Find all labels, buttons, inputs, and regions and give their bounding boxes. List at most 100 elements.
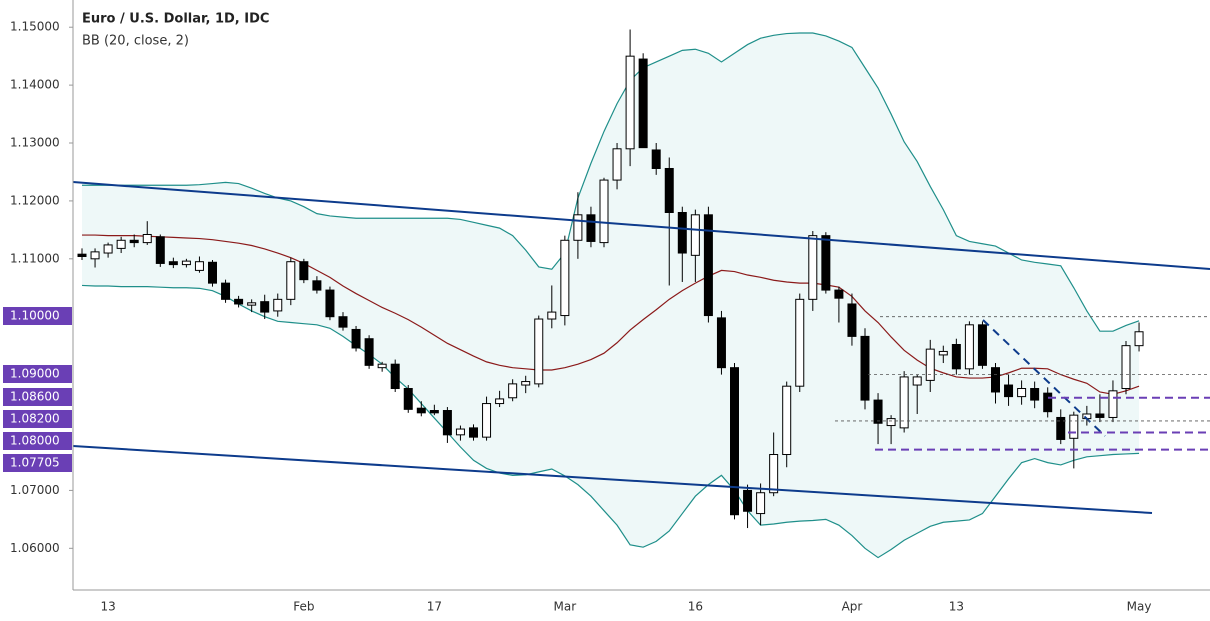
candle-body (1017, 388, 1027, 398)
x-tick-label: 13 (949, 600, 964, 614)
x-tick-label: Mar (554, 600, 577, 614)
candle-body (325, 289, 335, 318)
candle-body (129, 239, 139, 244)
candle-body (194, 261, 204, 271)
candle-body (234, 298, 244, 305)
bb-basis (82, 234, 1140, 395)
x-tick-label: Apr (842, 600, 863, 614)
candle-body (1121, 345, 1131, 390)
candle-body (886, 418, 896, 427)
price-level-label: 1.08600 (10, 390, 60, 404)
price-level-label: 1.10000 (10, 309, 60, 323)
candle-body (730, 367, 739, 516)
candle-body (338, 316, 348, 328)
candle-body (1069, 414, 1079, 439)
candle-body (847, 303, 857, 337)
candle-body (899, 376, 909, 429)
candle-body (90, 251, 100, 260)
x-tick-label: Feb (293, 600, 314, 614)
candle-body (377, 363, 387, 369)
price-level-label: 1.08200 (10, 412, 60, 426)
chart-title: Euro / U.S. Dollar, 1D, IDC (82, 12, 269, 27)
candle-body (351, 328, 361, 349)
candle-body (429, 410, 439, 414)
candle-body (1108, 390, 1118, 418)
candle-body (703, 214, 713, 317)
bb-upper (82, 32, 1140, 332)
candle-body (221, 282, 231, 300)
candle-body (1030, 388, 1040, 401)
candle-body (808, 235, 818, 300)
candle-body (782, 385, 792, 456)
candle-body (1004, 384, 1014, 398)
price-level-box (3, 365, 72, 383)
bb-lower (81, 284, 1140, 559)
candle-body (638, 58, 648, 149)
candle-body (677, 211, 687, 254)
x-tick-label: 13 (100, 600, 115, 614)
candle-body (273, 298, 283, 312)
plot-area (77, 29, 1144, 559)
x-tick-label: 16 (688, 600, 703, 614)
candle-body (77, 253, 87, 257)
candle-body (299, 261, 309, 281)
y-tick-label: 1.14000 (10, 78, 60, 92)
candle-body (912, 376, 922, 386)
candle-body (769, 454, 779, 494)
candle-body (547, 311, 557, 320)
candle-body (925, 348, 935, 381)
candle-body (756, 492, 766, 515)
candle-body (951, 344, 961, 370)
candle-body (964, 324, 974, 370)
candle-body (1134, 331, 1144, 347)
candle-body (938, 350, 948, 356)
candle-body (403, 388, 413, 410)
candle-body (181, 260, 191, 266)
candle-body (664, 167, 674, 213)
candle-body (991, 367, 1000, 393)
candle-body (142, 233, 152, 244)
candle-body (821, 235, 831, 291)
candle-body (690, 214, 700, 256)
y-tick-label: 1.13000 (10, 136, 60, 150)
candle-body (312, 280, 322, 291)
candle-body (873, 399, 883, 424)
candle-body (390, 363, 400, 390)
candle-body (455, 428, 465, 436)
y-tick-label: 1.12000 (10, 193, 60, 207)
candle-body (834, 289, 844, 299)
candle-body (586, 214, 596, 242)
candle-body (103, 244, 113, 254)
indicator-label: BB (20, close, 2) (82, 34, 189, 49)
candle-body (286, 261, 296, 300)
price-level-box (3, 454, 72, 472)
candle-body (1043, 392, 1053, 413)
candle-body (743, 489, 753, 512)
candle-body (1056, 416, 1066, 440)
candle-body (168, 261, 178, 266)
candle-body (116, 239, 126, 249)
candle-body (1095, 413, 1105, 418)
candle-body (482, 403, 492, 438)
x-tick-label: 17 (427, 600, 442, 614)
candle-body (416, 407, 426, 414)
candle-body (208, 261, 217, 284)
price-level-label: 1.09000 (10, 367, 60, 381)
candle-body (364, 338, 374, 366)
candle-body (860, 335, 870, 401)
band-fill (82, 33, 1140, 558)
lower-trend-line (72, 445, 1153, 514)
price-level-label: 1.08000 (10, 434, 60, 448)
candle-body (977, 324, 987, 366)
candle-body (716, 317, 726, 369)
candle-body (442, 410, 452, 436)
price-level-box (3, 410, 72, 428)
candle-body (469, 427, 478, 438)
candle-body (599, 179, 609, 244)
price-level-label: 1.07705 (10, 456, 60, 470)
candle-body (508, 383, 518, 399)
candle-body (651, 149, 661, 169)
y-tick-label: 1.06000 (10, 541, 60, 555)
